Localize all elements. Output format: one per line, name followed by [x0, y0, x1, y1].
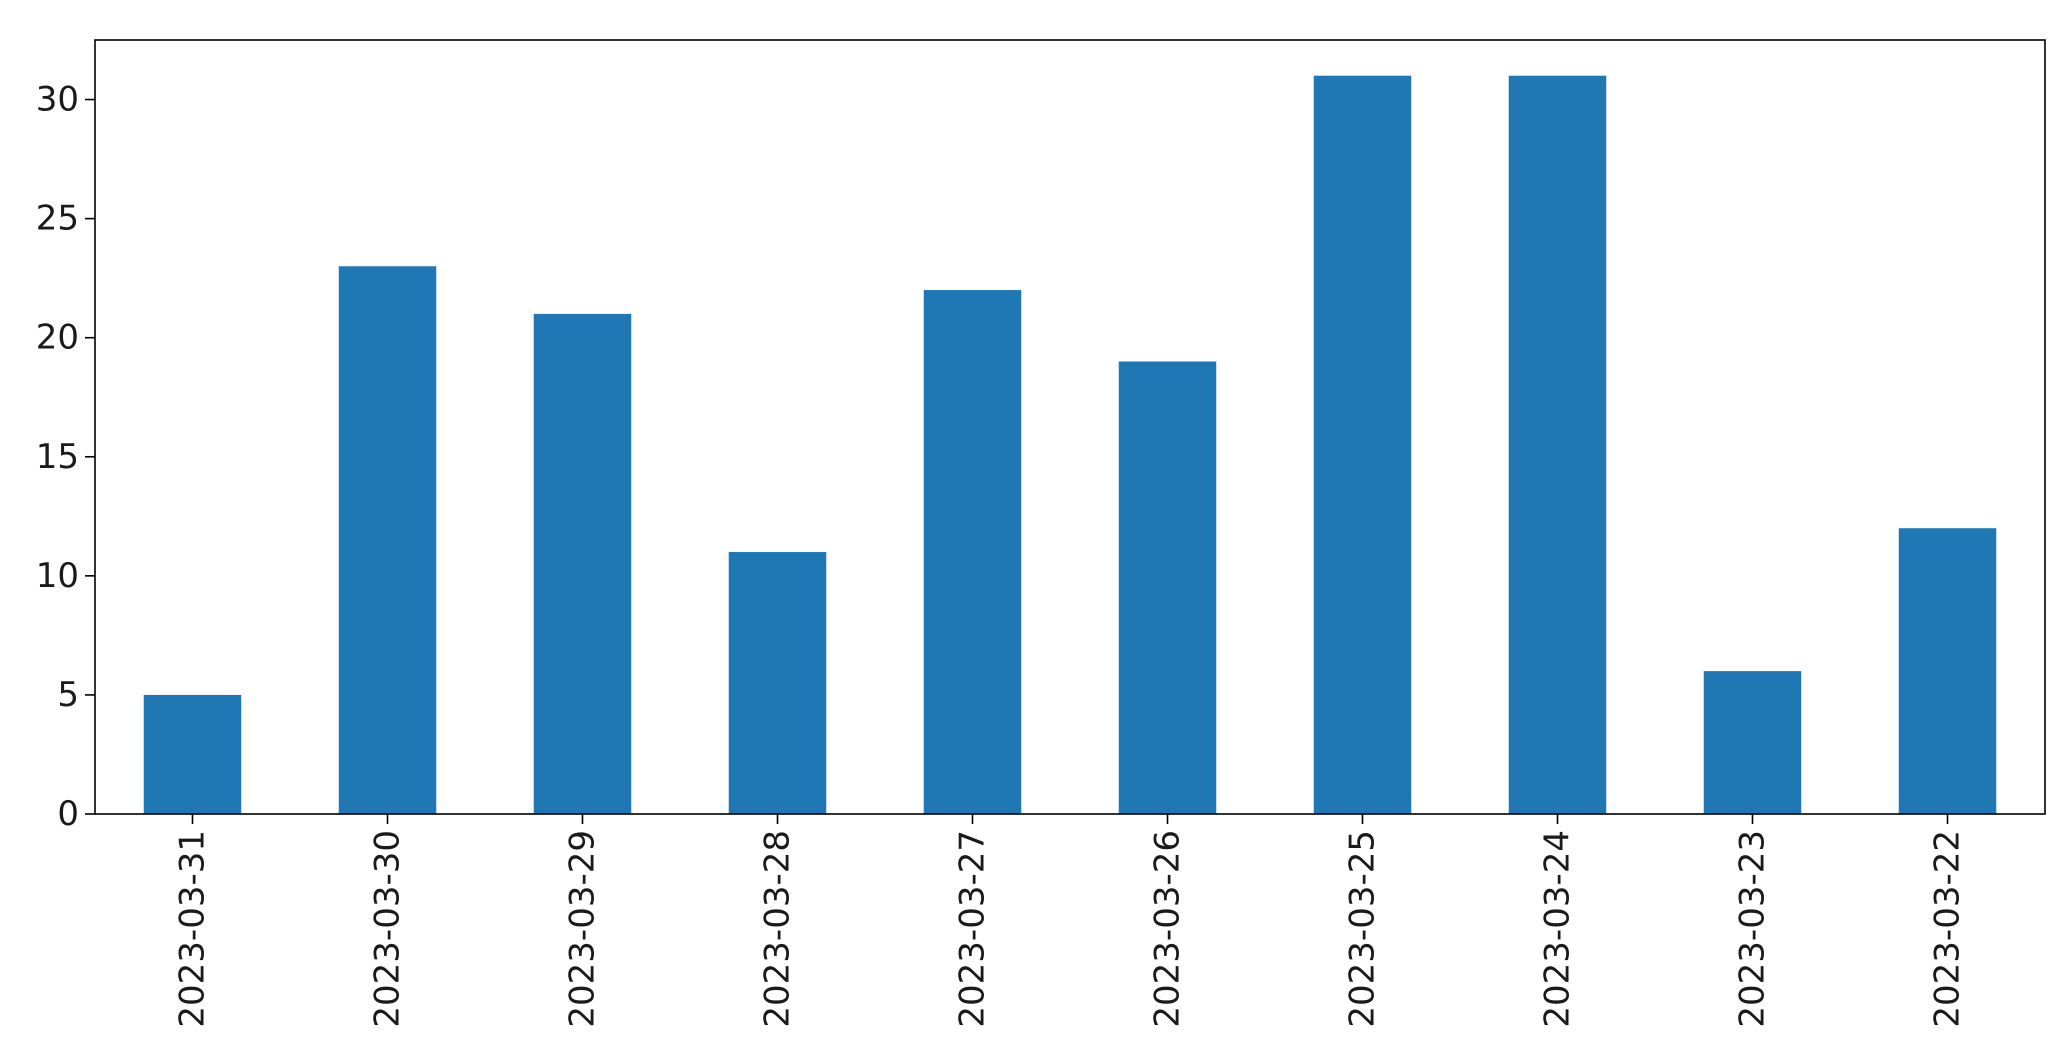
bars	[143, 75, 1997, 814]
x-tick-label: 2023-03-25	[1343, 830, 1383, 1028]
bar-2023-03-27	[923, 290, 1022, 814]
y-tick-label: 30	[36, 80, 79, 120]
y-tick-label: 0	[57, 794, 79, 834]
bar-2023-03-22	[1898, 528, 1997, 814]
bar-2023-03-24	[1508, 75, 1607, 814]
x-tick-label: 2023-03-31	[173, 830, 213, 1028]
y-tick-label: 20	[36, 318, 79, 358]
y-tick-label: 5	[57, 675, 79, 715]
x-tick-label: 2023-03-28	[758, 830, 798, 1028]
y-tick-label: 25	[36, 199, 79, 239]
bar-2023-03-23	[1703, 671, 1802, 814]
bar-2023-03-25	[1313, 75, 1412, 814]
y-tick-label: 10	[36, 556, 79, 596]
x-tick-label: 2023-03-23	[1733, 830, 1773, 1028]
x-tick-label: 2023-03-27	[953, 830, 993, 1028]
bar-2023-03-29	[533, 313, 632, 814]
plot-frame	[94, 39, 2046, 815]
x-tick-label: 2023-03-22	[1928, 830, 1968, 1028]
y-tick-label: 15	[36, 437, 79, 477]
x-tick-label: 2023-03-29	[563, 830, 603, 1028]
x-tick-label: 2023-03-26	[1148, 830, 1188, 1028]
bar-2023-03-28	[728, 552, 827, 814]
y-axis: 0 5 10 15 20 25 30	[36, 80, 95, 834]
bar-2023-03-30	[338, 266, 437, 814]
x-axis: 2023-03-31 2023-03-30 2023-03-29 2023-03-28…	[173, 814, 1968, 1028]
bar-2023-03-31	[143, 694, 242, 814]
x-tick-label: 2023-03-30	[368, 830, 408, 1028]
bar-2023-03-26	[1118, 361, 1217, 814]
x-tick-label: 2023-03-24	[1538, 830, 1578, 1028]
